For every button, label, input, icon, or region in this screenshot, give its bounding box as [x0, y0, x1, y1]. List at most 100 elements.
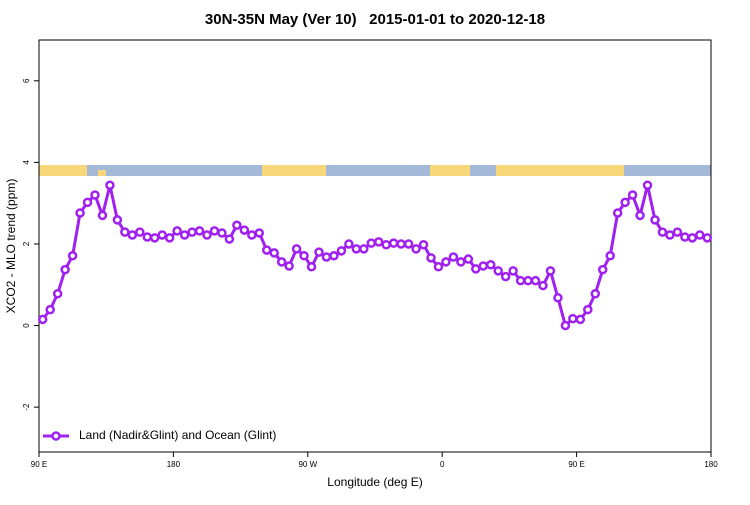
data-point — [575, 314, 586, 325]
plot-frame — [38, 39, 712, 453]
data-point — [538, 280, 548, 291]
data-point — [351, 244, 362, 254]
x-tick-label: 90 W — [298, 460, 317, 469]
data-point — [202, 230, 212, 240]
data-point — [127, 230, 138, 240]
data-point — [224, 234, 235, 244]
y-tick-label: -2 — [22, 403, 31, 411]
data-point — [306, 262, 317, 272]
data-point — [485, 260, 496, 270]
data-point — [672, 227, 683, 237]
data-point — [314, 247, 324, 257]
data-point — [60, 264, 70, 275]
land-band — [262, 165, 326, 176]
data-point — [500, 271, 511, 282]
data-point — [508, 266, 518, 276]
land-ocean-strip — [39, 165, 711, 176]
data-point — [418, 240, 429, 250]
data-point — [284, 261, 294, 271]
data-point — [441, 257, 451, 267]
data-point — [530, 275, 541, 286]
data-point — [657, 227, 668, 237]
land-band — [39, 165, 87, 176]
ocean-band — [39, 165, 711, 176]
data-point — [194, 226, 205, 236]
data-point — [702, 233, 713, 243]
y-tick-label: 6 — [22, 78, 31, 83]
data-point — [381, 240, 391, 250]
data-point — [695, 230, 705, 240]
data-point — [680, 232, 690, 242]
legend-label: Land (Nadir&Glint) and Ocean (Glint) — [79, 428, 276, 442]
data-point — [456, 257, 466, 267]
data-point — [142, 232, 153, 242]
data-point — [545, 266, 556, 276]
data-point — [665, 230, 675, 240]
x-tick-label: 90 E — [568, 460, 584, 469]
data-point — [269, 248, 279, 258]
data-point — [172, 226, 182, 236]
data-point — [471, 264, 481, 274]
data-point — [627, 190, 638, 200]
data-point — [388, 238, 399, 248]
data-point — [493, 266, 503, 276]
data-point — [67, 251, 78, 261]
data-point — [112, 215, 123, 225]
data-point — [105, 180, 115, 190]
data-point — [52, 288, 63, 299]
data-point — [276, 257, 287, 267]
data-point — [403, 239, 414, 249]
data-point — [329, 251, 339, 261]
data-point — [612, 208, 623, 218]
data-point — [164, 233, 175, 243]
x-axis-label: Longitude (deg E) — [327, 475, 422, 489]
legend-marker — [51, 431, 61, 441]
data-point — [37, 314, 48, 325]
data-point — [523, 275, 533, 286]
data-point — [179, 230, 190, 240]
data-point — [261, 245, 272, 255]
data-point — [239, 225, 250, 235]
data-point — [583, 304, 593, 315]
data-point — [553, 293, 563, 303]
data-point — [344, 239, 354, 249]
data-point — [187, 227, 197, 237]
data-point — [45, 304, 55, 315]
land-band — [98, 170, 106, 176]
data-point — [620, 197, 630, 208]
data-point — [232, 220, 242, 230]
data-point — [568, 313, 578, 324]
data-point — [373, 237, 384, 247]
data-point — [336, 246, 347, 256]
data-point — [463, 254, 474, 264]
data-point — [590, 288, 601, 299]
data-point — [120, 227, 130, 237]
data-point — [291, 244, 302, 254]
data-point — [687, 233, 698, 243]
data-point — [426, 253, 436, 263]
data-point — [75, 208, 85, 218]
data-point — [605, 251, 615, 261]
y-tick-label: 2 — [22, 241, 31, 246]
data-point — [321, 252, 332, 262]
data-point — [217, 228, 227, 238]
data-point — [97, 210, 108, 221]
data-point — [366, 238, 377, 248]
x-tick-label: 0 — [440, 460, 445, 469]
data-point — [82, 197, 93, 208]
x-tick-label: 90 E — [31, 460, 47, 469]
data-point — [299, 251, 309, 261]
x-tick-label: 180 — [704, 460, 718, 469]
data-point — [597, 264, 608, 275]
data-point — [650, 215, 660, 225]
data-point — [157, 230, 167, 240]
y-tick-label: 4 — [22, 160, 31, 165]
data-point — [135, 227, 145, 237]
data-point — [560, 320, 571, 331]
data-point — [642, 180, 653, 190]
chart-title: 30N-35N May (Ver 10) 2015-01-01 to 2020-… — [205, 11, 545, 28]
land-band — [430, 165, 470, 176]
data-point — [254, 228, 265, 238]
y-axis-label: XCO2 - MLO trend (ppm) — [4, 179, 18, 314]
